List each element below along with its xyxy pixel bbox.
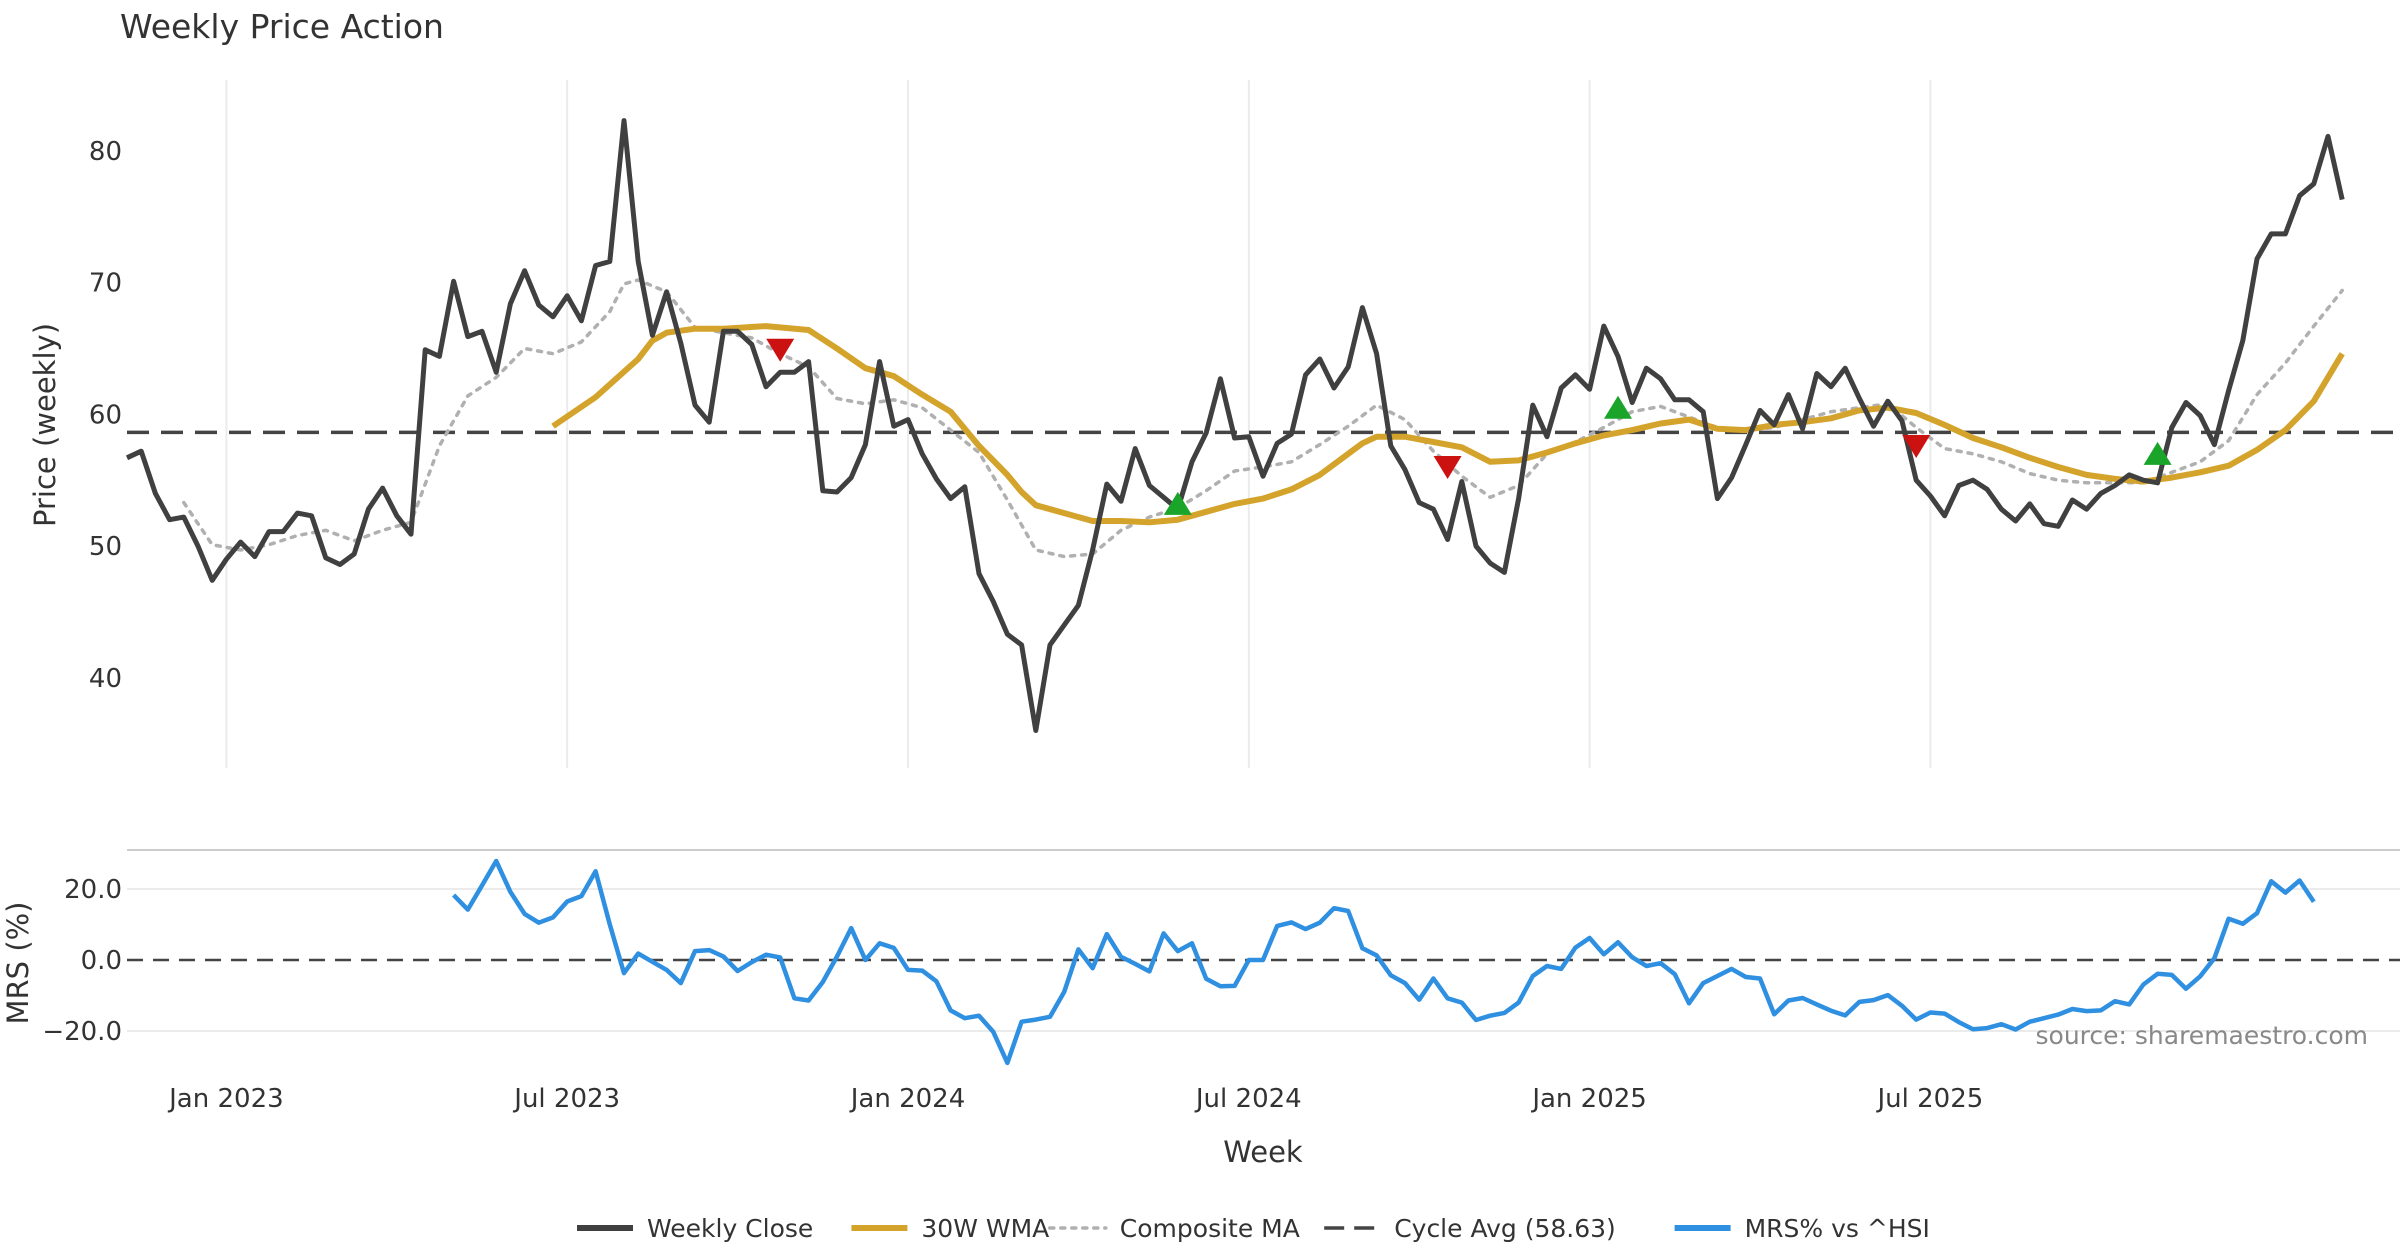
mrs-panel: −20.0 0.0 20.0 MRS (%) source: sharemaestr…	[1, 849, 2400, 1066]
mrs-line	[451, 858, 2316, 1066]
chart-legend: Weekly Close 30W WMA Composite MA Cycle Avg…	[577, 1214, 1930, 1243]
signal-markers	[766, 338, 2172, 515]
x-tick-label: Jan 2023	[167, 1084, 284, 1114]
price-y-tick-label: 60	[89, 400, 122, 430]
sell-signal-marker	[1902, 434, 1931, 458]
legend-item: MRS% vs ^HSI	[1674, 1214, 1930, 1243]
mrs-y-tick-label: 20.0	[64, 875, 122, 905]
price-y-tick-label: 80	[89, 137, 122, 167]
buy-signal-marker	[1604, 395, 1632, 419]
weekly-close-line	[125, 118, 2345, 733]
price-y-tick-label: 50	[89, 532, 122, 562]
buy-signal-marker	[1163, 491, 1192, 515]
x-tick-label: Jul 2024	[1194, 1084, 1302, 1114]
x-axis-ticks: Jan 2023 Jul 2023 Jan 2024 Jul 2024 Jan 2025…	[167, 1084, 1983, 1114]
legend-item: 30W WMA	[851, 1214, 1049, 1243]
mrs-y-tick-label: −20.0	[42, 1017, 122, 1047]
legend-label: 30W WMA	[921, 1214, 1049, 1243]
chart-title: Weekly Price Action	[120, 7, 444, 46]
mrs-y-tick-label: 0.0	[81, 946, 122, 976]
legend-item: Cycle Avg (58.63)	[1324, 1214, 1616, 1243]
legend-label: Weekly Close	[647, 1214, 813, 1243]
x-tick-label: Jan 2025	[1530, 1084, 1647, 1114]
composite-ma-line	[182, 278, 2344, 559]
price-panel: 40 50 60 70 80 Price (weekly)	[28, 80, 2400, 768]
x-axis-label: Week	[1223, 1135, 1303, 1169]
sell-signal-marker	[766, 338, 795, 362]
price-y-ticks: 40 50 60 70 80	[89, 137, 122, 694]
price-y-tick-label: 40	[89, 664, 122, 694]
mrs-gridlines	[127, 888, 2400, 1032]
sell-signal-marker	[1433, 456, 1462, 480]
x-tick-label: Jan 2024	[849, 1084, 966, 1114]
legend-label: Cycle Avg (58.63)	[1394, 1214, 1616, 1243]
legend-item: Composite MA	[1048, 1214, 1300, 1243]
mrs-y-ticks: −20.0 0.0 20.0	[42, 875, 122, 1047]
price-y-tick-label: 70	[89, 269, 122, 299]
wma-30w-line	[551, 323, 2345, 526]
x-tick-label: Jul 2025	[1875, 1084, 1983, 1114]
price-y-axis-label: Price (weekly)	[28, 323, 62, 527]
buy-signal-marker	[2143, 441, 2172, 465]
legend-item: Weekly Close	[577, 1214, 813, 1243]
legend-label: Composite MA	[1120, 1214, 1300, 1243]
source-label: source: sharemaestro.com	[2036, 1021, 2369, 1050]
legend-label: MRS% vs ^HSI	[1745, 1214, 1930, 1243]
x-tick-label: Jul 2023	[512, 1084, 620, 1114]
mrs-y-axis-label: MRS (%)	[1, 902, 35, 1025]
